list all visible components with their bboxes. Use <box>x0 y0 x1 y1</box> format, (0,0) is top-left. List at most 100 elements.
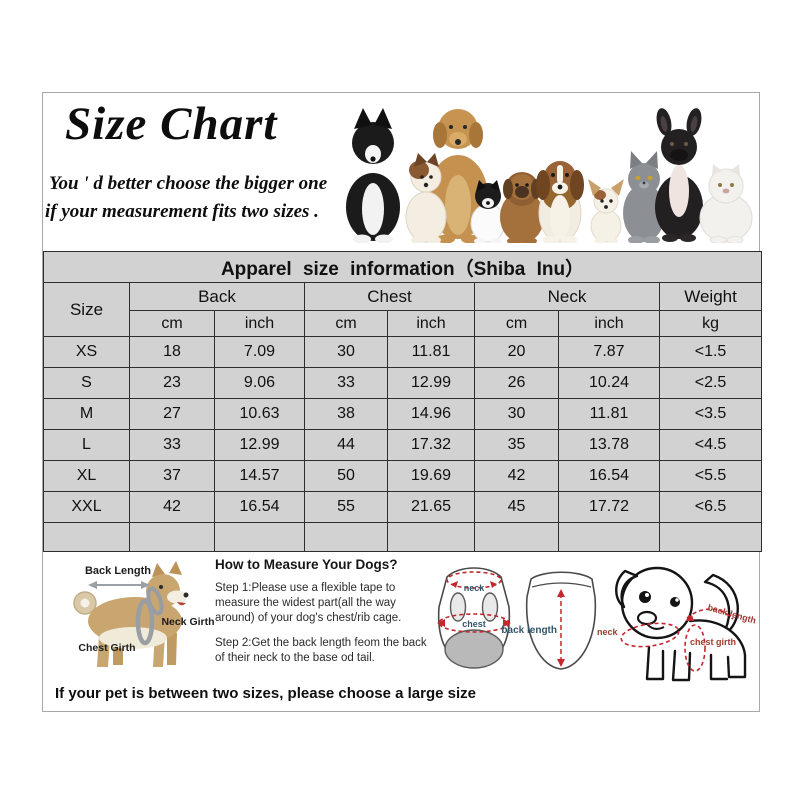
cell-value: 55 <box>304 491 388 523</box>
cell-value: <1.5 <box>658 336 763 368</box>
unit-cell: kg <box>658 310 763 337</box>
table-row-l: L 33 12.99 44 17.32 35 13.78 <4.5 <box>43 429 763 461</box>
cell-value: <2.5 <box>658 367 763 399</box>
garment-neck-label: neck <box>464 583 486 593</box>
cell-value: 9.06 <box>214 367 305 399</box>
cell-value: 12.99 <box>387 367 475 399</box>
neck-girth-label: Neck Girth <box>161 616 214 628</box>
unit-cell: cm <box>129 310 215 337</box>
col-header-size: Size <box>43 282 130 337</box>
cell-value: 13.78 <box>558 429 660 461</box>
tagline-line1: You ' d better choose the bigger one <box>49 173 328 194</box>
cell-size: XL <box>43 460 130 492</box>
page-title: Size Chart <box>65 98 278 150</box>
pekingese-icon <box>500 172 544 243</box>
cell-value: 11.81 <box>387 336 475 368</box>
measure-section: Back Length Neck Girth Chest Girth How t… <box>43 555 761 685</box>
cell-size: S <box>43 367 130 399</box>
beagle-icon <box>536 161 584 243</box>
cell-value: 16.54 <box>558 460 660 492</box>
cell-value: 35 <box>474 429 559 461</box>
cell-size: M <box>43 398 130 430</box>
cell-value: 23 <box>129 367 215 399</box>
cell-value: 10.63 <box>214 398 305 430</box>
table-row-xxl: XXL 42 16.54 55 21.65 45 17.72 <6.5 <box>43 491 763 523</box>
cell-value: 33 <box>129 429 215 461</box>
cell-value: 26 <box>474 367 559 399</box>
unit-cell: inch <box>214 310 305 337</box>
cell-value: 45 <box>474 491 559 523</box>
cell-value: 16.54 <box>214 491 305 523</box>
cell-value: 38 <box>304 398 388 430</box>
cell-value: <5.5 <box>658 460 763 492</box>
cell-value: 17.32 <box>387 429 475 461</box>
table-title: Apparel size information（Shiba Inu） <box>42 251 763 283</box>
tagline-line2: if your measurement fits two sizes . <box>45 201 319 222</box>
cell-value: <4.5 <box>658 429 763 461</box>
size-advice-note: If your pet is between two sizes, please… <box>55 685 476 702</box>
garment-measure-diagram: neck chest back length <box>437 567 597 670</box>
gray-cat-icon <box>623 151 665 243</box>
content-panel: Size Chart You ' d better choose the big… <box>42 92 763 712</box>
unit-cell: cm <box>304 310 388 337</box>
cell-value: 11.81 <box>558 398 660 430</box>
size-table: Apparel size information（Shiba Inu） Size… <box>42 251 763 552</box>
garment-chest-label: chest <box>462 619 486 629</box>
chihuahua-icon <box>588 179 624 243</box>
col-group-chest: Chest <box>304 282 475 311</box>
table-row-m: M 27 10.63 38 14.96 30 11.81 <3.5 <box>43 398 763 430</box>
howto-step2: Step 2:Get the back length feom the back… <box>215 636 427 664</box>
puppy-measure-diagram: neck back length chest girth <box>597 566 757 682</box>
puppy-neck-label: neck <box>597 627 619 637</box>
howto-step1: Step 1:Please use a flexible tape to mea… <box>215 582 402 624</box>
dog-measure-illustration: Back Length Neck Girth Chest Girth <box>73 561 215 667</box>
unit-cell: inch <box>558 310 660 337</box>
cell-value: 7.09 <box>214 336 305 368</box>
cell-value: 37 <box>129 460 215 492</box>
cell-value: 44 <box>304 429 388 461</box>
col-group-neck: Neck <box>474 282 660 311</box>
table-row-s: S 23 9.06 33 12.99 26 10.24 <2.5 <box>43 367 763 399</box>
cell-value: 17.72 <box>558 491 660 523</box>
cell-value: 42 <box>129 491 215 523</box>
cell-value: 12.99 <box>214 429 305 461</box>
cell-value: 30 <box>304 336 388 368</box>
col-header-weight: Weight <box>658 282 763 311</box>
cell-value: <3.5 <box>658 398 763 430</box>
cell-size: XXL <box>43 491 130 523</box>
cell-value: 18 <box>129 336 215 368</box>
cell-value: 7.87 <box>558 336 660 368</box>
table-row-xs: XS 18 7.09 30 11.81 20 7.87 <1.5 <box>43 336 763 368</box>
unit-cell: cm <box>474 310 559 337</box>
cell-size: XS <box>43 336 130 368</box>
persian-cat-icon <box>699 164 753 243</box>
cell-value: 21.65 <box>387 491 475 523</box>
cell-value: 19.69 <box>387 460 475 492</box>
table-row-xl: XL 37 14.57 50 19.69 42 16.54 <5.5 <box>43 460 763 492</box>
howto-text: How to Measure Your Dogs? Step 1:Please … <box>215 557 435 676</box>
cell-value: 33 <box>304 367 388 399</box>
cell-value: 14.96 <box>387 398 475 430</box>
cell-value: 20 <box>474 336 559 368</box>
col-group-back: Back <box>129 282 305 311</box>
cell-value: 50 <box>304 460 388 492</box>
cell-value: 27 <box>129 398 215 430</box>
table-row-empty <box>43 522 763 552</box>
garment-back-length-label: back length <box>501 625 557 636</box>
howto-heading: How to Measure Your Dogs? <box>215 557 398 572</box>
cell-size: L <box>43 429 130 461</box>
cell-value: 10.24 <box>558 367 660 399</box>
border-collie-icon <box>346 108 400 243</box>
cell-value: 30 <box>474 398 559 430</box>
french-bulldog-icon <box>655 108 703 242</box>
pets-group-photo <box>346 108 753 243</box>
unit-cell: inch <box>387 310 475 337</box>
cell-value: 42 <box>474 460 559 492</box>
jack-russell-icon <box>405 153 447 243</box>
chest-girth-label: Chest Girth <box>78 642 135 654</box>
cell-value: <6.5 <box>658 491 763 523</box>
back-length-label: Back Length <box>85 565 151 577</box>
puppy-chest-girth-label: chest girth <box>690 637 736 647</box>
cell-value: 14.57 <box>214 460 305 492</box>
